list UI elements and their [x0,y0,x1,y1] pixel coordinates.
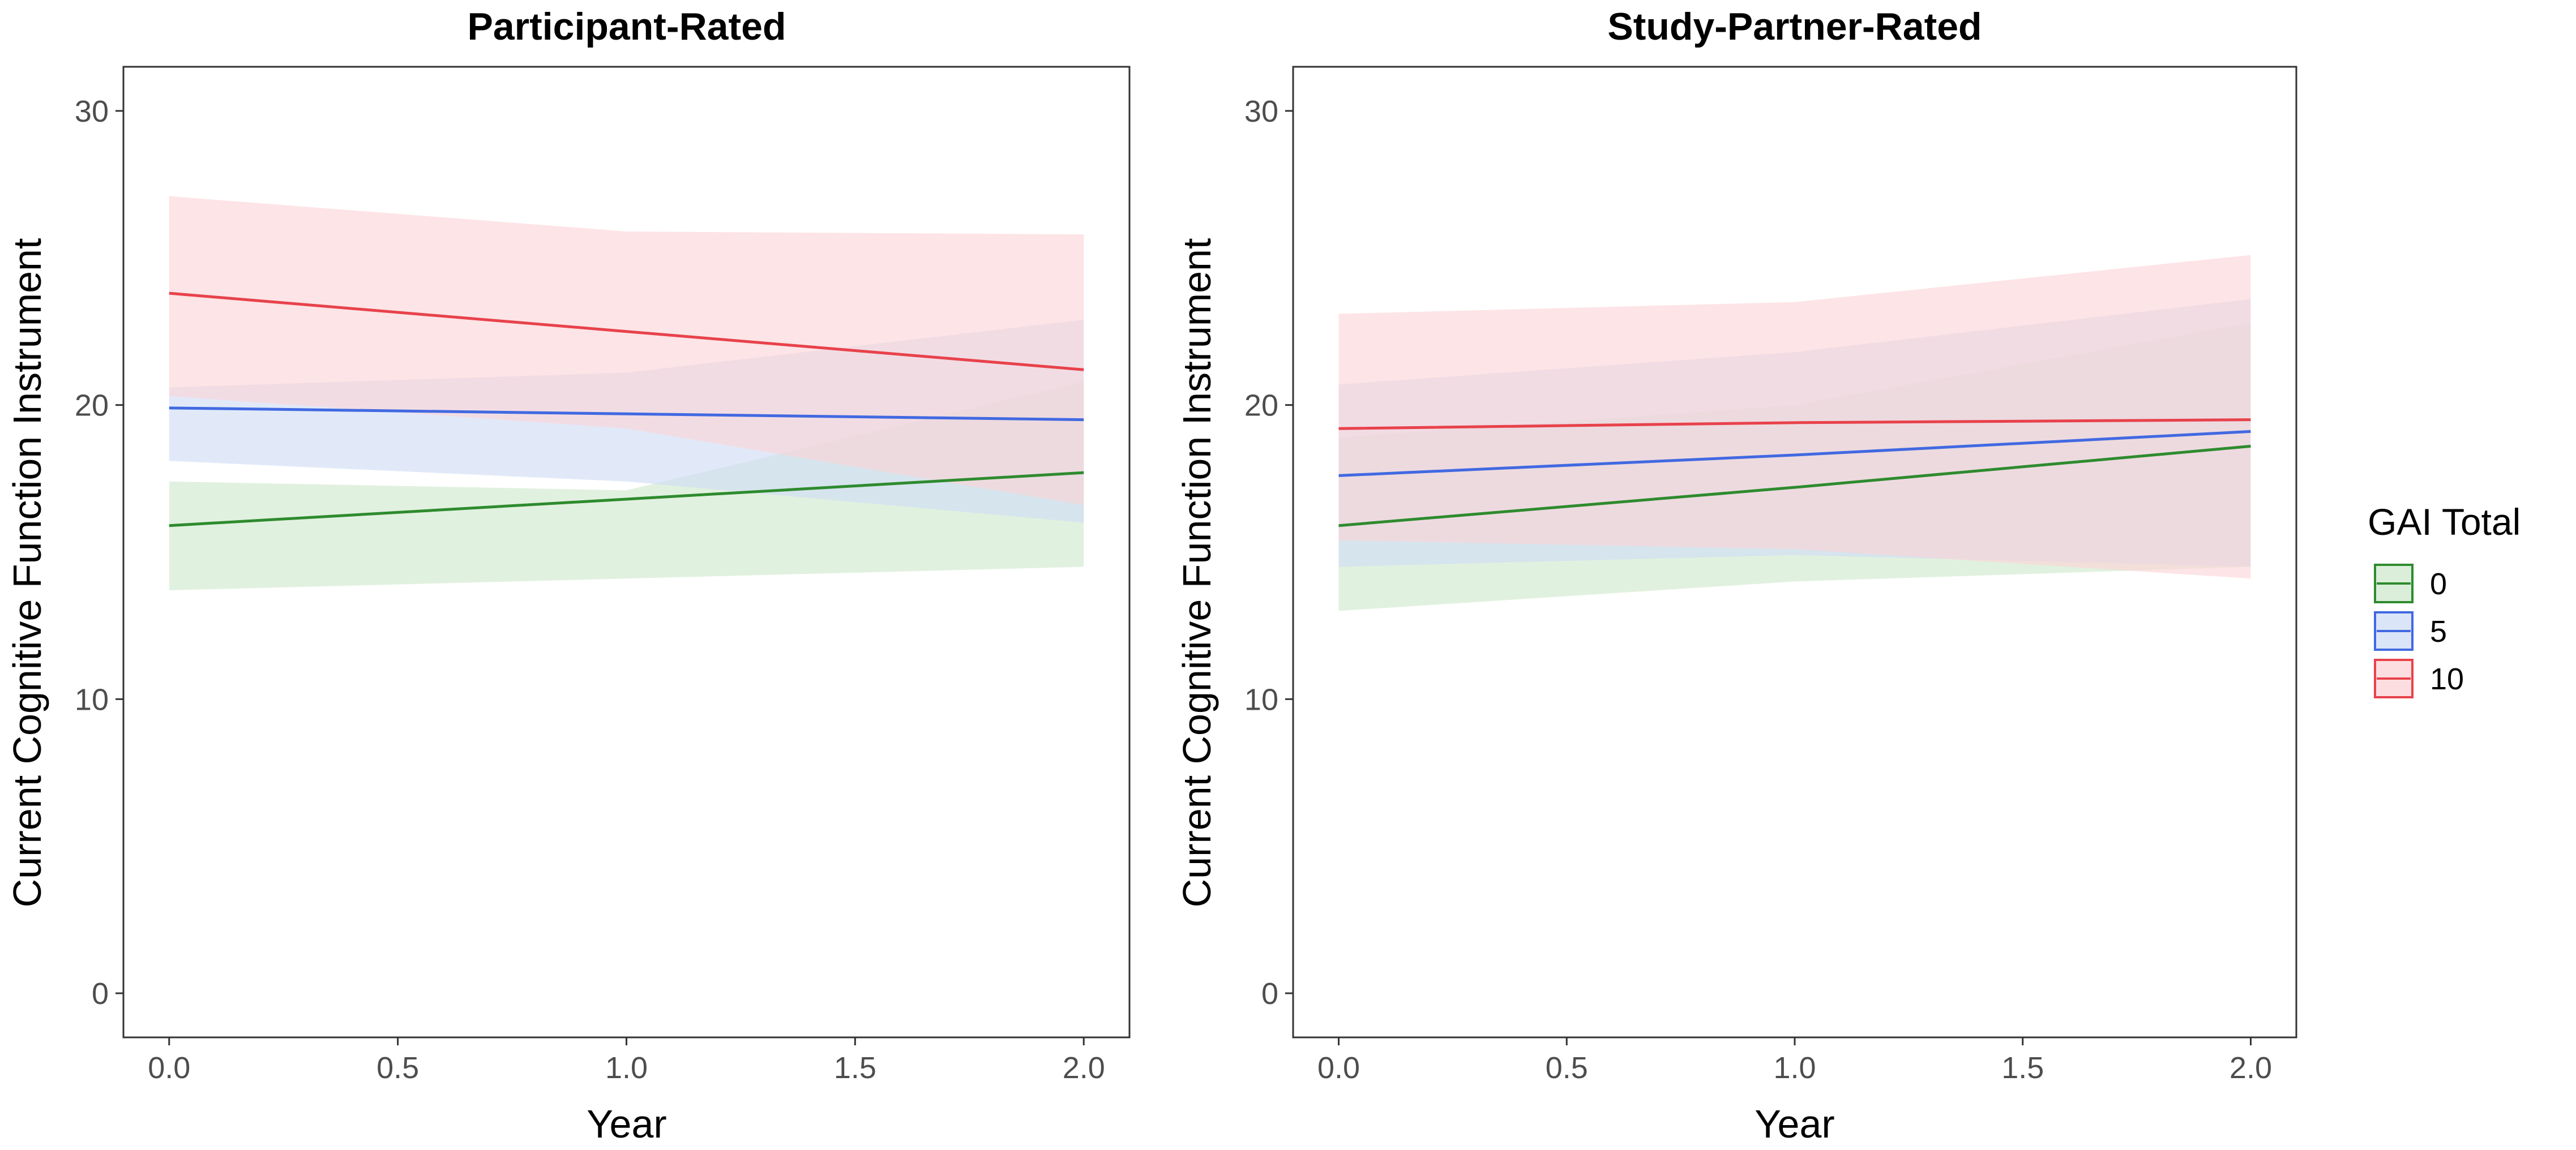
panel-title: Participant-Rated [468,5,786,48]
plot-area [122,66,1131,1039]
y-axis-title: Current Cognitive Function Instrument [1175,238,1219,908]
axis-ticks: 0 10 20 30 0.0 0.5 1.0 1.5 2.0 [75,95,1105,1085]
y-tick-label: 0 [92,977,109,1011]
x-tick-label: 0.0 [1317,1051,1360,1085]
series-line-gai-5 [1338,430,2251,477]
plot-area [1292,66,2297,1039]
series-line-gai-10 [1338,418,2251,430]
x-axis-title: Year [1755,1102,1834,1146]
x-tick-label: 0.5 [376,1051,419,1085]
x-tick-label: 1.0 [605,1051,648,1085]
legend-label-gai-5: 5 [2430,615,2447,649]
legend: GAI Total 0 5 10 [2368,501,2521,698]
x-tick-label: 2.0 [2230,1051,2272,1085]
series-line-gai-0 [1338,444,2251,527]
panel-title: Study-Partner-Rated [1607,5,1982,48]
y-tick-label: 10 [1244,683,1278,716]
legend-label-gai-0: 0 [2430,567,2447,601]
panel-participant-rated: Participant-Rated Year Current Cognitive… [5,5,1131,1146]
legend-items: 0 5 10 [2374,564,2464,698]
y-tick-label: 20 [1244,389,1278,423]
y-tick-label: 20 [75,389,109,423]
x-axis-title: Year [587,1102,666,1146]
series-line-gai-0 [169,471,1084,527]
x-tick-label: 2.0 [1063,1051,1105,1085]
x-tick-label: 0.5 [1546,1051,1588,1085]
axis-ticks: 0 10 20 30 0.0 0.5 1.0 1.5 2.0 [1244,95,2272,1085]
panel-study-partner-rated: Study-Partner-Rated Year Current Cogniti… [1175,5,2297,1146]
y-tick-label: 0 [1261,977,1278,1011]
series-line-gai-10 [169,291,1084,371]
x-tick-label: 0.0 [148,1051,190,1085]
ci-band-gai-10 [169,196,1084,505]
legend-title: GAI Total [2368,501,2521,543]
y-axis-title: Current Cognitive Function Instrument [5,238,49,908]
x-tick-label: 1.5 [834,1051,876,1085]
ci-band-gai-0 [169,381,1084,591]
y-tick-label: 10 [75,683,109,716]
x-tick-label: 1.5 [2001,1051,2044,1085]
y-tick-label: 30 [75,95,109,128]
legend-label-gai-10: 10 [2430,662,2464,696]
ci-band-gai-10 [1338,255,2251,579]
y-tick-label: 30 [1244,95,1278,128]
x-tick-label: 1.0 [1773,1051,1816,1085]
series-line-gai-5 [169,406,1084,422]
